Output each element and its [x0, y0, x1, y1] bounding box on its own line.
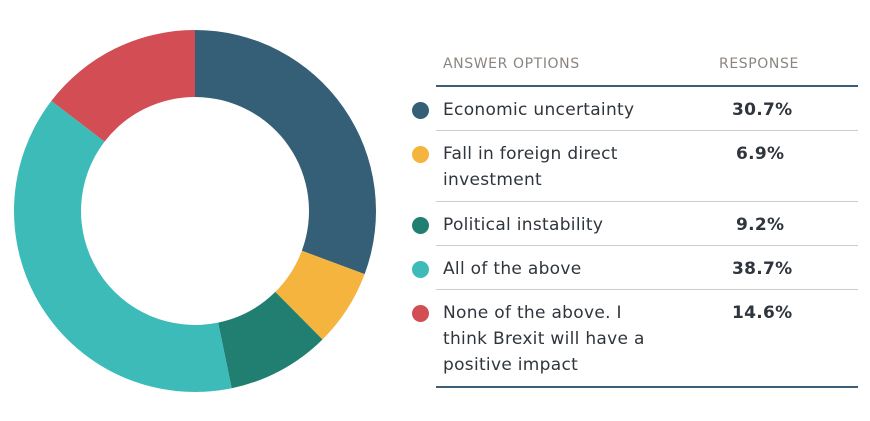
row-label: Political instability — [443, 215, 604, 235]
legend-dot-icon — [412, 102, 429, 119]
row-value: 6.9% — [736, 144, 785, 164]
donut-slice — [195, 30, 377, 275]
row-value: 38.7% — [732, 259, 793, 279]
donut-chart — [13, 30, 377, 393]
table-header: ANSWER OPTIONS RESPONSE — [436, 48, 858, 87]
table-row: Political instability 9.2% — [412, 202, 858, 246]
header-answer-options: ANSWER OPTIONS — [443, 56, 580, 72]
row-label: Economic uncertainty — [443, 100, 635, 120]
donut-slice — [218, 291, 323, 389]
legend-dot-icon — [412, 146, 429, 163]
row-label: None of the above. I think Brexit will h… — [443, 303, 645, 375]
table-row: Economic uncertainty 30.7% — [412, 87, 858, 131]
row-value: 9.2% — [736, 215, 785, 235]
row-value: 30.7% — [732, 100, 793, 120]
row-label: Fall in foreign direct investment — [443, 144, 618, 190]
legend-dot-icon — [412, 217, 429, 234]
table-row: Fall in foreign direct investment 6.9% — [412, 131, 858, 202]
donut-slice — [13, 100, 232, 393]
row-value: 14.6% — [732, 303, 793, 323]
table-row: All of the above 38.7% — [412, 246, 858, 290]
header-response: RESPONSE — [719, 56, 799, 72]
legend-dot-icon — [412, 261, 429, 278]
table-row: None of the above. I think Brexit will h… — [412, 290, 858, 388]
donut-slice — [51, 30, 195, 142]
donut-slice — [275, 250, 365, 340]
legend-dot-icon — [412, 305, 429, 322]
response-table: ANSWER OPTIONS RESPONSE Economic uncerta… — [412, 48, 858, 388]
row-label: All of the above — [443, 259, 582, 279]
